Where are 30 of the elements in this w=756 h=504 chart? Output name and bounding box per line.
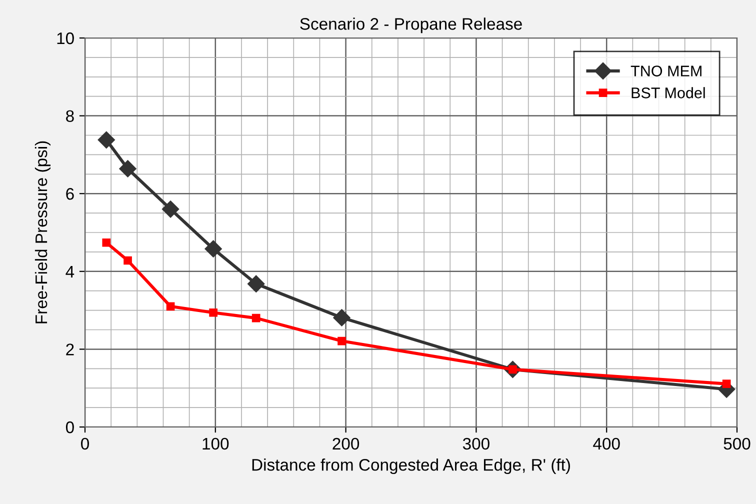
x-tick-label: 500 [724,438,750,450]
x-tick-label: 200 [332,438,360,450]
point [102,238,111,247]
point [722,380,731,388]
point [252,314,260,322]
point [162,200,180,218]
y-tick-label: 4 [66,266,74,278]
point [98,131,115,148]
point [209,308,218,317]
legend-label: TNO MEM [630,66,702,76]
point [333,309,350,326]
y-tick-label: 0 [66,421,74,434]
point [338,336,346,346]
legend-label: BST Model [632,87,705,98]
y-tick-label: 2 [66,344,74,356]
x-axis-title: Distance from Congested Area Edge, R' (ft) [252,458,570,474]
point [124,256,132,265]
point [166,302,175,311]
x-tick-label: 400 [593,438,620,450]
y-tick-label: 8 [66,110,74,122]
y-axis-title: Free-Field Pressure (psi) [34,141,50,324]
point [248,275,265,292]
x-tick-label: 0 [81,438,89,450]
y-tick-label: 6 [66,188,74,200]
point [119,160,136,178]
point [204,240,222,258]
chart-title: Scenario 2 - Propane Release [300,18,522,34]
x-tick-label: 100 [202,438,229,450]
x-tick-label: 300 [462,438,490,450]
y-tick-label: 10 [57,32,74,44]
